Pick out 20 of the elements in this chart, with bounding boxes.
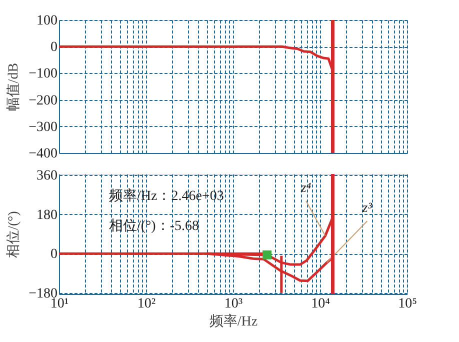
y-tick-label: 180 (36, 208, 58, 223)
y-tick-label: 0 (50, 40, 58, 56)
y-tick-label: −100 (28, 66, 58, 82)
y-tick-label: −300 (28, 120, 58, 135)
y-tick-label: 0 (50, 247, 58, 262)
text: z³ (361, 201, 373, 216)
y-axis-title: 相位/(°) (6, 210, 22, 258)
x-tick-label: 10⁵ (398, 296, 418, 312)
x-tick-label: 10³ (224, 296, 243, 312)
text: z⁴ (300, 180, 312, 196)
x-tick-label: 10⁴ (311, 296, 330, 312)
x-axis-title: 频率/Hz (209, 314, 258, 330)
y-axis-title: 幅值/dB (6, 62, 22, 112)
annotation: 频率/Hz：2.46e+03 (109, 188, 224, 204)
annotation: 相位/(°)：-5.68 (109, 218, 199, 234)
y-tick-label: 360 (36, 168, 58, 184)
y-tick-label: −400 (28, 146, 58, 162)
y-tick-label: −200 (28, 93, 58, 108)
y-tick-label: 100 (36, 14, 58, 28)
x-tick-label: 10² (137, 296, 156, 312)
